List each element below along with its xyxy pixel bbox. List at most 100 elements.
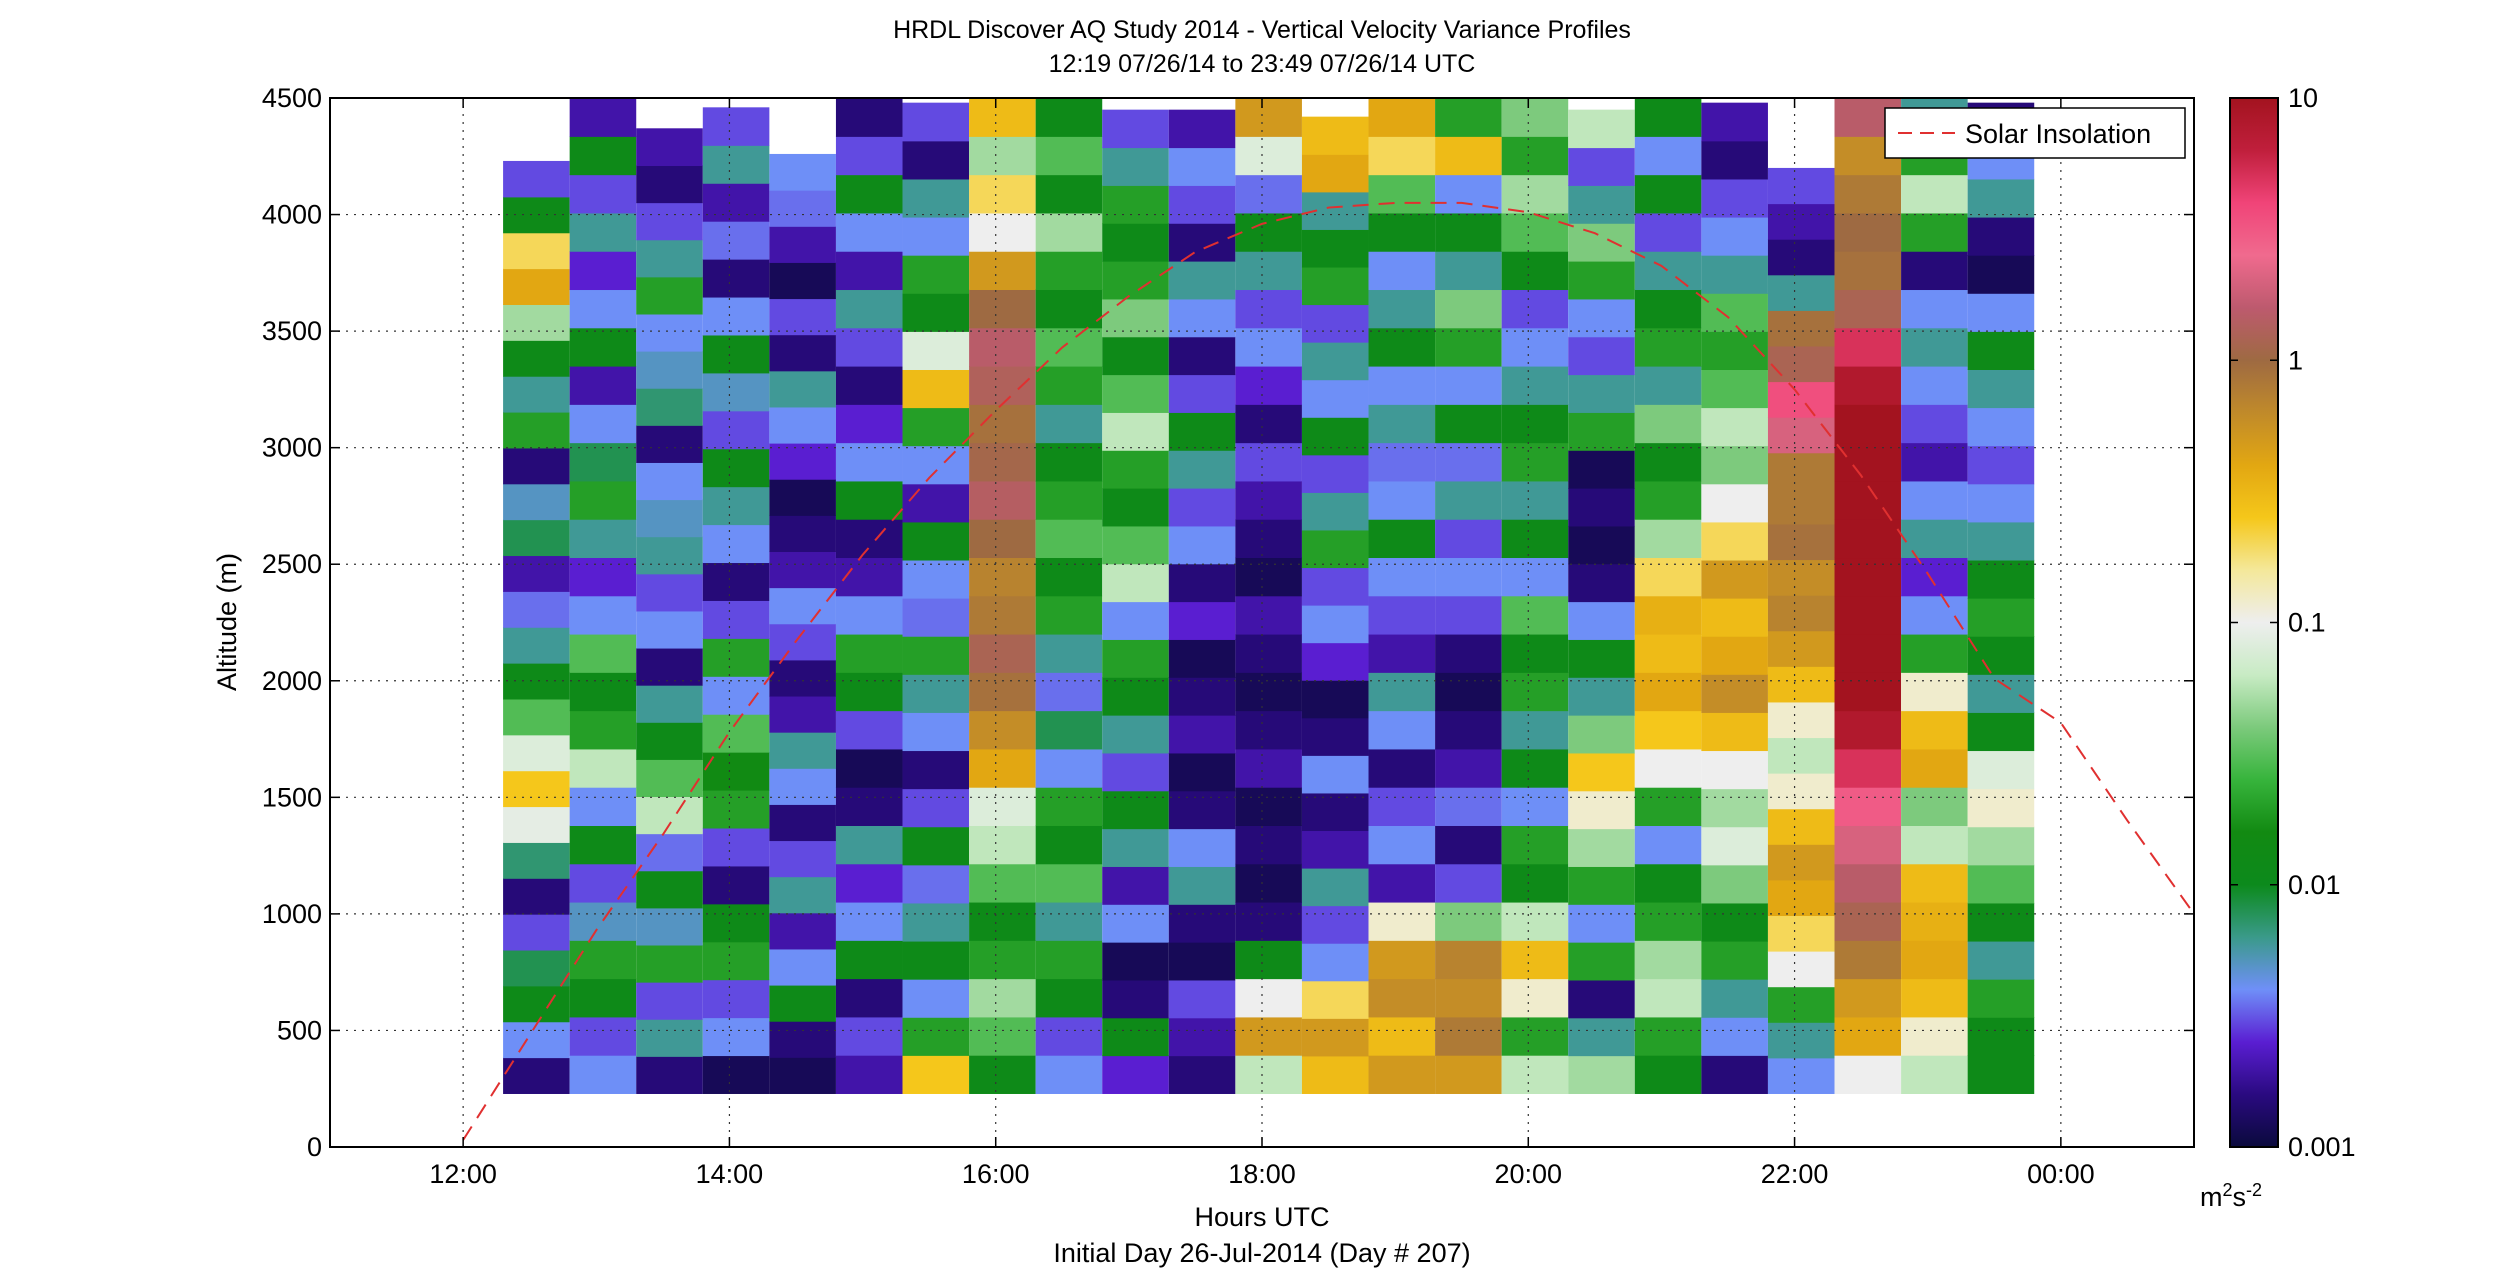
- profile-cell: [1501, 940, 1569, 980]
- profile-cell: [636, 907, 703, 946]
- profile-cell: [1435, 98, 1502, 137]
- profile-cell: [1834, 327, 1902, 367]
- profile-cell: [835, 174, 903, 214]
- profile-cell: [1435, 251, 1502, 291]
- profile-cell: [1368, 289, 1436, 329]
- profile-cell: [1301, 454, 1369, 493]
- profile-cell: [1501, 710, 1569, 750]
- profile-cell: [1634, 289, 1702, 329]
- profile-cell: [1102, 185, 1169, 224]
- profile-cell: [1767, 239, 1835, 276]
- colorbar-unit-label: m2s-2: [2200, 1180, 2262, 1212]
- profile-cell: [902, 559, 970, 599]
- profile-cell: [1901, 825, 1968, 865]
- profile-cell: [1568, 828, 1635, 867]
- profile-cell: [1501, 901, 1569, 941]
- profile-cell: [1435, 136, 1502, 176]
- profile-cell: [1967, 750, 2035, 790]
- profile-cell: [1235, 174, 1302, 214]
- profile-cell: [1368, 672, 1436, 712]
- profile-cell: [1102, 336, 1169, 376]
- y-tick-label: 4500: [262, 83, 322, 113]
- profile-20: [1834, 98, 1902, 1094]
- profile-cell: [1035, 1055, 1103, 1094]
- profile-cell: [969, 978, 1036, 1018]
- profile-cell: [1368, 557, 1436, 597]
- profile-cell: [969, 365, 1036, 405]
- profile-cell: [1967, 445, 2035, 485]
- profile-16: [1568, 109, 1635, 1094]
- profile-cell: [1634, 901, 1702, 941]
- profile-cell: [1767, 488, 1835, 525]
- profile-cell: [902, 521, 970, 561]
- profile-cell: [503, 160, 570, 198]
- profile-3: [702, 107, 770, 1094]
- profile-cell: [1035, 595, 1103, 635]
- profile-cell: [1634, 212, 1702, 252]
- y-tick-label: 500: [277, 1015, 322, 1045]
- profile-cell: [835, 863, 903, 903]
- profile-cell: [503, 519, 570, 557]
- profile-cell: [702, 372, 770, 412]
- profile-cell: [1967, 712, 2035, 752]
- profile-cell: [1168, 601, 1236, 640]
- profile-cell: [702, 903, 770, 943]
- profile-cell: [636, 165, 703, 204]
- profile-cell: [1235, 672, 1302, 712]
- profile-cell: [969, 595, 1036, 635]
- profile-18: [1701, 102, 1768, 1094]
- profile-cell: [769, 768, 836, 805]
- profile-cell: [702, 334, 770, 374]
- profile-cell: [1435, 901, 1502, 941]
- profile-cell: [1767, 1057, 1835, 1094]
- profile-cell: [1235, 442, 1302, 482]
- chart-subtitle: 12:19 07/26/14 to 23:49 07/26/14 UTC: [1049, 50, 1476, 78]
- profile-cell: [1102, 1017, 1169, 1057]
- y-tick-label: 4000: [262, 200, 322, 230]
- profile-cell: [1301, 905, 1369, 944]
- profile-cell: [1501, 442, 1569, 482]
- profile-cell: [769, 948, 836, 986]
- profile-cell: [1834, 212, 1902, 252]
- profile-cell: [902, 1017, 970, 1056]
- profile-cell: [1767, 986, 1835, 1023]
- profile-cell: [1501, 251, 1569, 291]
- profile-cell: [1834, 174, 1902, 214]
- profile-cell: [1301, 154, 1369, 193]
- profile-cell: [1834, 825, 1902, 865]
- profile-cell: [1102, 979, 1169, 1019]
- profile-cell: [902, 979, 970, 1018]
- profile-cell: [1967, 369, 2035, 409]
- profile-cell: [1568, 374, 1635, 413]
- profile-cell: [702, 183, 770, 222]
- profile-cell: [1035, 327, 1103, 367]
- profile-cell: [1168, 147, 1236, 186]
- profile-cell: [636, 313, 703, 352]
- profile-0: [503, 160, 570, 1094]
- profile-21: [1901, 98, 1968, 1094]
- profile-cell: [569, 174, 637, 214]
- profile-cell: [1501, 595, 1569, 635]
- profile-cell: [503, 770, 570, 808]
- profile-cell: [1634, 633, 1702, 673]
- profile-cell: [1168, 904, 1236, 943]
- profile-cell: [1168, 866, 1236, 905]
- profile-cell: [636, 276, 703, 315]
- profile-cell: [1235, 1016, 1302, 1056]
- profile-cell: [569, 595, 637, 635]
- profile-cell: [702, 259, 770, 298]
- profile-cell: [636, 685, 703, 723]
- profile-cell: [1435, 442, 1502, 482]
- profile-cell: [769, 623, 836, 661]
- profile-cell: [1035, 557, 1103, 597]
- legend-box: [1884, 107, 2186, 159]
- profile-cell: [702, 1055, 770, 1094]
- profile-cell: [1834, 251, 1902, 291]
- profile-cell: [1235, 557, 1302, 597]
- profile-cell: [1634, 863, 1702, 903]
- profile-cell: [1967, 293, 2035, 332]
- profile-cell: [1967, 178, 2035, 218]
- profile-cell: [902, 255, 970, 294]
- profile-cell: [1368, 901, 1436, 941]
